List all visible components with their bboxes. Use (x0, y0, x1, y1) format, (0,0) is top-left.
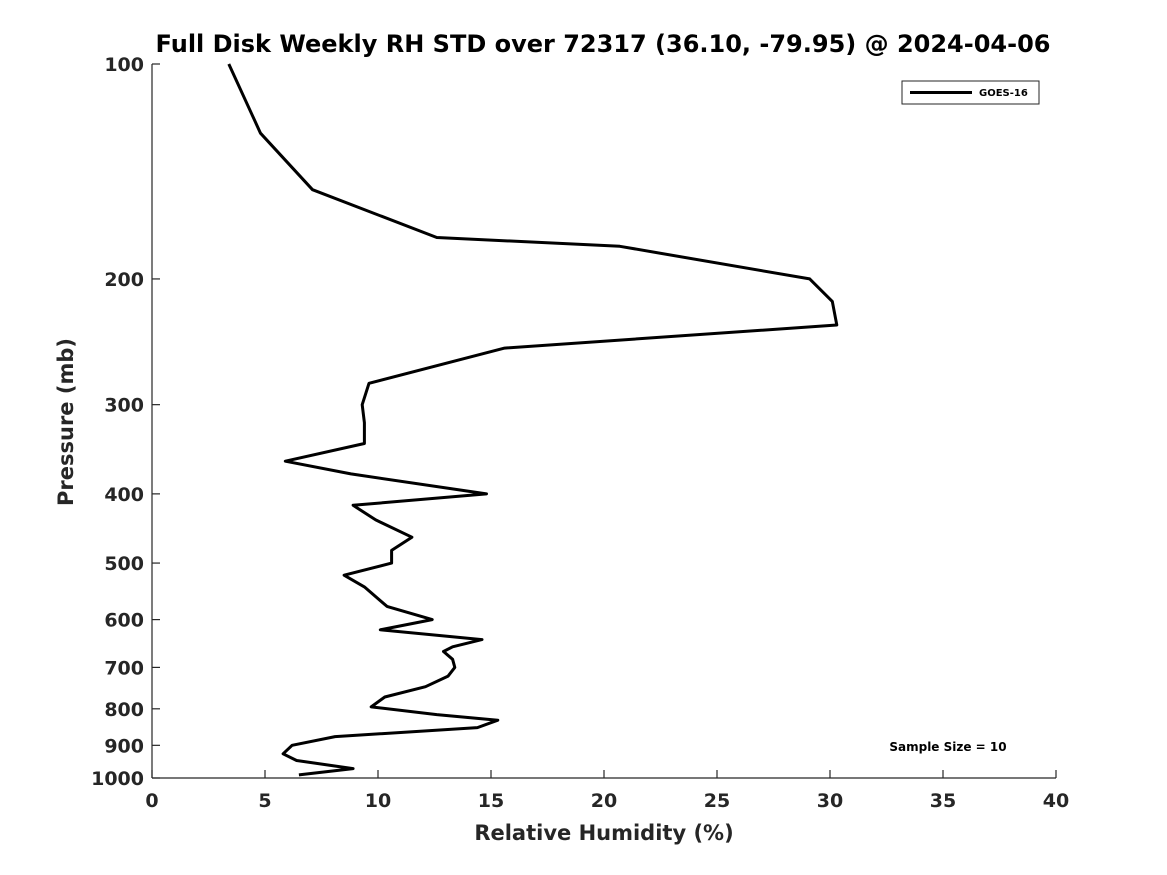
x-tick-label: 0 (145, 790, 158, 812)
x-tick-label: 10 (365, 790, 391, 812)
y-axis-label: Pressure (mb) (54, 338, 78, 506)
x-tick-label: 35 (930, 790, 956, 812)
x-tick-label: 15 (478, 790, 504, 812)
x-tick-label: 5 (258, 790, 271, 812)
plot-area: 0 5 10 15 20 25 30 35 40 100 200 300 400 500 600 700 80… (91, 54, 1069, 812)
x-tick-label: 30 (817, 790, 843, 812)
y-tick-label: 800 (104, 699, 144, 721)
y-axis-ticks: 100 200 300 400 500 600 700 800 900 1000 (91, 54, 160, 790)
y-tick-label: 700 (104, 657, 144, 679)
y-tick-label: 100 (104, 54, 144, 76)
sample-size-annotation: Sample Size = 10 (889, 740, 1006, 754)
x-tick-label: 25 (704, 790, 730, 812)
series-layer (227, 63, 839, 777)
y-tick-label: 200 (104, 269, 144, 291)
chart-title: Full Disk Weekly RH STD over 72317 (36.1… (156, 30, 1051, 58)
series-line-goes-16 (227, 63, 839, 777)
y-tick-label: 900 (104, 735, 144, 757)
y-tick-label: 500 (104, 553, 144, 575)
y-tick-label: 400 (104, 484, 144, 506)
y-tick-label: 1000 (91, 768, 144, 790)
y-tick-label: 300 (104, 395, 144, 417)
y-tick-label: 600 (104, 610, 144, 632)
x-axis-label: Relative Humidity (%) (474, 821, 733, 845)
x-tick-label: 20 (591, 790, 617, 812)
x-tick-label: 40 (1043, 790, 1069, 812)
legend-label-goes-16: GOES-16 (979, 88, 1028, 99)
x-axis-ticks: 0 5 10 15 20 25 30 35 40 (145, 770, 1069, 812)
legend: GOES-16 (901, 80, 1040, 105)
